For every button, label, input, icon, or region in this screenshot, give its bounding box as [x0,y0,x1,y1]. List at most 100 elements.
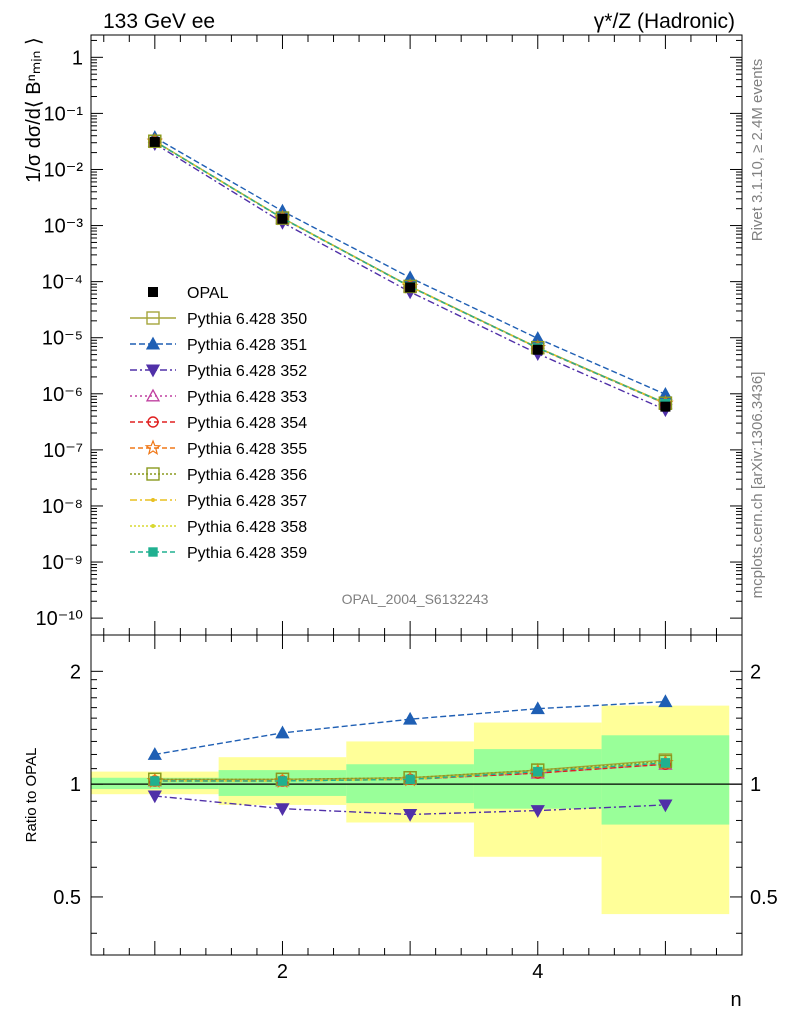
legend-label: Pythia 6.428 353 [187,389,307,406]
legend-label: Pythia 6.428 352 [187,363,307,380]
legend-marker [147,416,159,428]
legend-label: Pythia 6.428 359 [187,545,307,562]
legend-label: Pythia 6.428 356 [187,467,307,484]
legend-label: Pythia 6.428 351 [187,337,307,354]
y-tick-label: 10⁻² [44,159,84,181]
y-tick-label: 10⁻³ [44,216,84,238]
legend-entry: Pythia 6.428 356 [130,467,307,484]
series-10 [150,136,671,786]
header-right-label: γ*/Z (Hadronic) [594,10,735,33]
legend-entry: Pythia 6.428 354 [130,415,307,432]
legend-entry: Pythia 6.428 359 [130,545,307,562]
legend-entry: Pythia 6.428 358 [130,519,307,536]
series-marker-ratio [277,776,288,786]
reference-marker [149,136,160,147]
series-marker-main [148,134,162,148]
series-line-main [154,140,666,405]
legend-entry: OPAL [148,285,229,302]
legend-label: Pythia 6.428 354 [187,415,307,432]
series-6 [146,132,674,788]
series-5 [149,135,672,787]
y-tick-label: 10⁻⁹ [42,552,83,574]
legend-label: Pythia 6.428 355 [187,441,307,458]
series-marker-ratio [530,701,545,715]
reference-marker [532,344,543,355]
reference-marker [660,401,671,412]
series-marker-ratio [403,711,418,725]
legend-marker [151,524,155,528]
series-8 [152,139,668,783]
ratio-y-tick-label-right: 0.5 [750,887,778,909]
legend-marker [144,439,162,456]
x-axis-label: n [730,989,741,1011]
ratio-y-tick-label-right: 2 [750,661,761,683]
series-marker-ratio [147,790,162,804]
legend-entry: Pythia 6.428 355 [130,439,307,458]
legend-entry: Pythia 6.428 357 [130,493,307,510]
legend-marker [145,336,161,350]
series-marker-ratio [275,803,290,817]
legend-entry: Pythia 6.428 350 [130,311,307,328]
ratio-plot-frame [90,634,743,956]
y-axis-label-main: 1/σ dσ/d⟨ Bⁿₘᵢₙ ⟩ [23,37,45,183]
legend-label: OPAL [187,285,229,302]
y-tick-label: 10⁻⁸ [42,496,83,518]
series-marker-ratio [147,747,162,760]
x-tick-label: 4 [532,961,543,983]
legend: OPAL Pythia 6.428 350 Pythia 6.428 351 Pyth… [130,285,307,562]
series-9 [152,139,668,783]
legend-entry: Pythia 6.428 352 [130,363,307,380]
series-line-ratio [154,763,666,782]
axis-ticks: 1 10⁻¹ 10⁻² 10⁻³ 10⁻⁴ 10⁻⁵ 10⁻⁶ 10⁻⁷ 10⁻⁸ 10⁻⁹ 10⁻… [36,35,778,983]
y-tick-label: 1 [72,47,83,69]
series-1 [148,134,673,787]
analysis-watermark: OPAL_2004_S6132243 [342,591,489,607]
legend-marker [146,467,160,481]
legend-label: Pythia 6.428 350 [187,311,307,328]
ratio-y-tick-label-left: 1 [70,774,81,796]
ratio-y-tick-label-left: 2 [70,661,81,683]
band-inner-4 [473,749,602,809]
series-marker-ratio [530,805,545,818]
axes-frames [90,34,743,956]
series-marker-ratio [405,774,415,785]
x-tick-label: 2 [277,961,288,983]
rivet-version-label: Rivet 3.1.10, ≥ 2.4M events [749,59,766,242]
y-tick-label: 10⁻¹⁰ [36,608,83,630]
series-7 [148,134,673,787]
mcplots-label: mcplots.cern.ch [arXiv:1306.3436] [749,372,766,599]
y-tick-label: 10⁻⁴ [42,272,83,294]
series-marker-ratio [150,776,160,786]
reference-marker [405,282,416,293]
series-marker-ratio [658,799,673,813]
y-tick-label: 10⁻⁵ [42,328,83,350]
reference-marker [277,213,288,224]
series-marker-ratio [660,758,671,768]
reference-series [149,136,671,412]
legend-entry: Pythia 6.428 353 [130,388,307,406]
legend-marker [148,547,158,557]
legend-marker-reference [148,287,158,297]
series-lines [146,130,674,822]
legend-label: Pythia 6.428 358 [187,519,307,536]
series-line-ratio [154,762,666,782]
legend-marker [151,498,155,502]
legend-marker [146,311,160,325]
y-tick-label: 10⁻⁶ [42,384,83,406]
legend-entry: Pythia 6.428 351 [130,336,307,354]
series-marker-ratio [533,766,543,777]
series-4 [147,134,673,787]
series-line-main [154,136,666,395]
y-axis-label-ratio: Ratio to OPAL [23,748,40,843]
series-marker-main [403,279,417,294]
ratio-y-tick-label-right: 1 [750,774,761,796]
legend-marker [145,388,161,402]
series-line-ratio [154,760,666,781]
series-marker-ratio [275,725,290,739]
series-marker-ratio [658,694,673,708]
series-marker-main [275,211,290,225]
ratio-y-tick-label-left: 0.5 [53,887,81,909]
y-tick-label: 10⁻¹ [44,103,84,125]
legend-label: Pythia 6.428 357 [187,493,307,510]
